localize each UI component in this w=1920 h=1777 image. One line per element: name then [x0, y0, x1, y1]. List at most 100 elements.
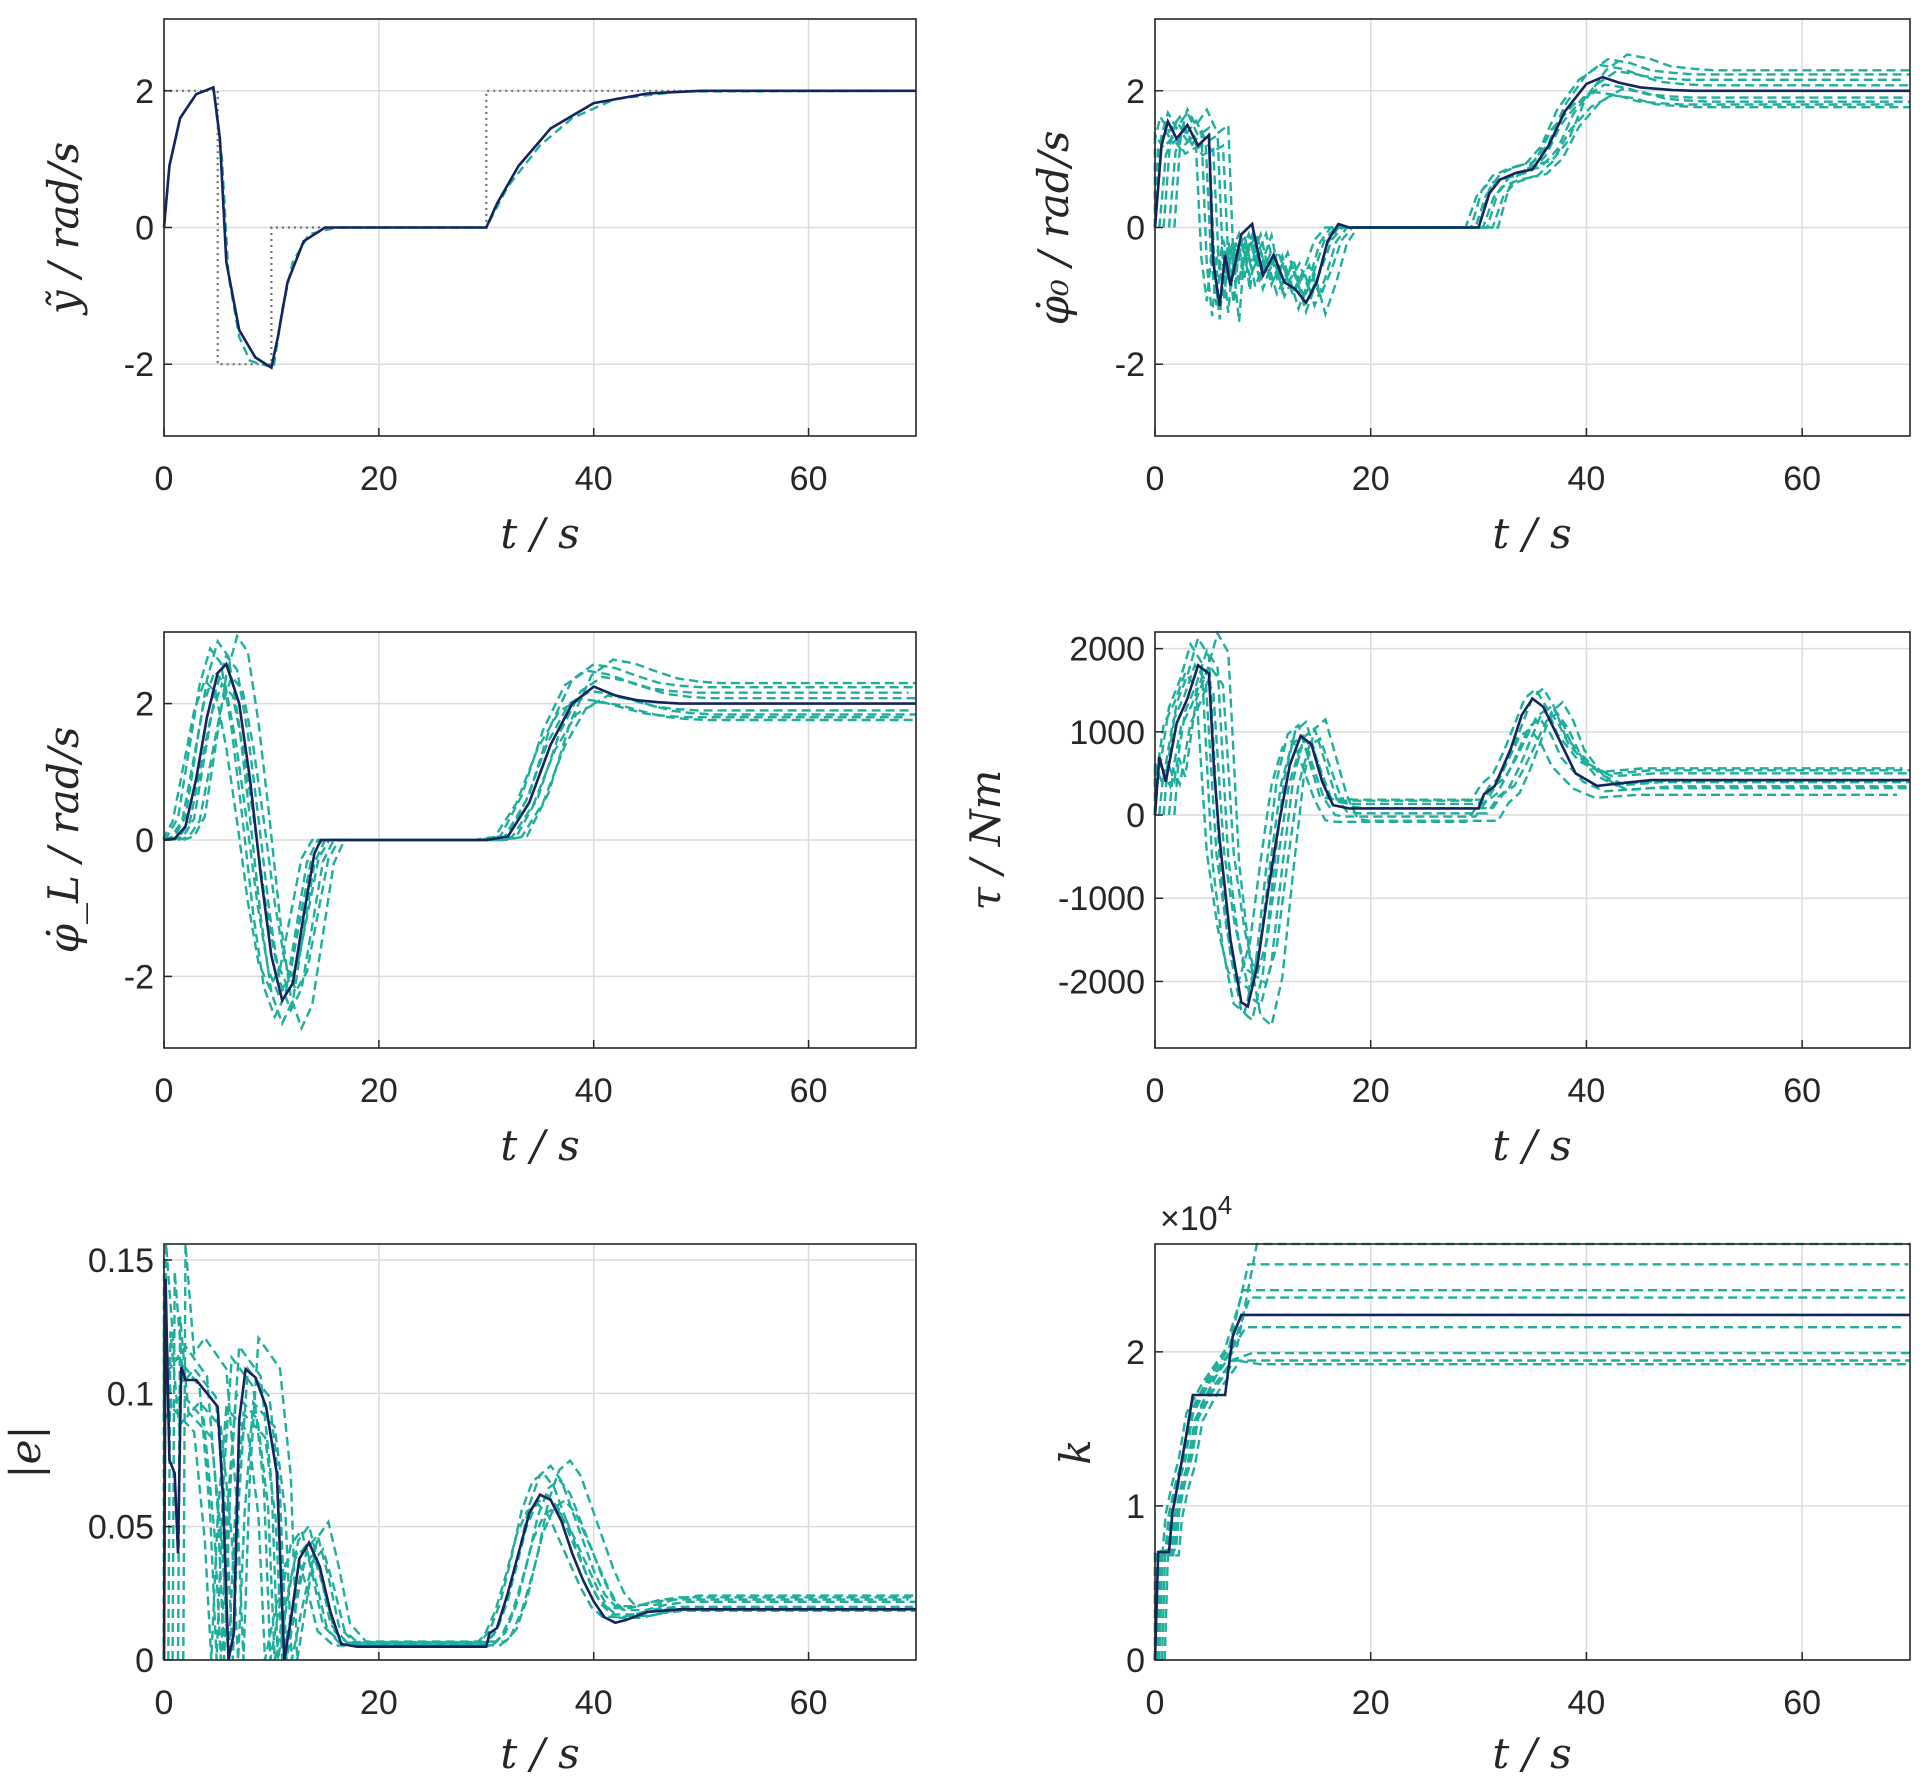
variant-series-line: [167, 1331, 916, 1661]
variant-series-line: [1153, 662, 1907, 991]
x-tick-label: 20: [1352, 460, 1390, 498]
plot-frame: [1154, 1243, 1911, 1661]
plot-frame: [1154, 631, 1911, 1049]
x-tick-label: 0: [155, 460, 174, 498]
y-tick-label: 0.15: [88, 1242, 154, 1280]
y-tick-label: 0: [135, 1642, 154, 1680]
y-tick-label: 0.05: [88, 1509, 154, 1547]
y-tick-label: -1000: [1058, 880, 1145, 918]
x-tick-label: 60: [790, 1072, 828, 1110]
x-axis-label: t / s: [1492, 1729, 1571, 1777]
x-tick-label: 20: [360, 1684, 398, 1722]
main-series-line: [162, 85, 916, 370]
variant-series-line: [1173, 53, 1910, 322]
panel-tau: 0 20 40 60 -2000 -1000 0 1000 2000 t / s τ / Nm: [961, 630, 1911, 1170]
x-axis-label: t / s: [1492, 1121, 1571, 1170]
y-tick-label: 2: [1126, 73, 1145, 111]
variant-series-line: [1158, 1359, 1910, 1661]
panel-gain-k: 0 20 40 60 0 1 2 t / s k ×104: [1051, 1190, 1911, 1777]
y-axis-label: φ̇_L / rad/s: [39, 727, 88, 954]
x-tick-label: 0: [1146, 460, 1165, 498]
x-axis-label: t / s: [1492, 509, 1571, 558]
variant-series-line: [1153, 1289, 1904, 1660]
panel-phi0-dot: 0 20 40 60 -2 0 2 t / s φ̇₀ / rad/s: [1029, 18, 1911, 558]
y-tick-label: -2000: [1058, 963, 1145, 1001]
variant-series-line: [1153, 634, 1910, 1023]
variant-series-line: [1153, 1263, 1909, 1661]
y-tick-label: 0: [135, 210, 154, 248]
y-tick-label: 2000: [1069, 631, 1145, 669]
y-axis-label: τ / Nm: [961, 770, 1010, 911]
variant-series-line: [171, 1271, 916, 1661]
x-tick-label: 60: [1783, 1072, 1821, 1110]
x-tick-label: 20: [1352, 1072, 1390, 1110]
variant-series-line: [1153, 90, 1898, 302]
variant-series-line: [1162, 647, 1910, 1008]
x-tick-label: 40: [575, 460, 613, 498]
variant-series-line: [1167, 87, 1910, 304]
x-tick-label: 40: [575, 1072, 613, 1110]
y-tick-label: 0.1: [107, 1375, 154, 1413]
variant-series-line: [162, 1324, 904, 1661]
x-tick-label: 40: [1568, 1684, 1606, 1722]
y-axis-label: |e|: [1, 1425, 50, 1478]
main-series-line: [163, 661, 916, 1004]
y-axis-label: φ̇₀ / rad/s: [1029, 131, 1078, 326]
variant-series-line: [182, 1243, 916, 1661]
variant-series-line: [1153, 1326, 1907, 1660]
y-tick-label: 2: [1126, 1334, 1145, 1372]
variant-series-line: [163, 669, 913, 999]
x-tick-label: 60: [790, 460, 828, 498]
y-tick-label: 0: [1126, 797, 1145, 835]
y-tick-label: 2: [135, 73, 154, 111]
x-tick-label: 60: [1783, 460, 1821, 498]
y-tick-label: -2: [124, 346, 154, 384]
y-tick-label: 2: [135, 686, 154, 724]
x-tick-label: 60: [790, 1684, 828, 1722]
panel-error: 0 20 40 60 0 0.05 0.1 0.15 t / s |e|: [1, 1242, 917, 1777]
x-tick-label: 20: [360, 460, 398, 498]
variant-series-line: [1162, 69, 1910, 313]
y-axis-label: ỹ / rad/s: [39, 142, 88, 316]
variant-series-line: [167, 681, 916, 987]
y-tick-label: 0: [1126, 210, 1145, 248]
variant-series-line: [182, 633, 916, 1032]
exponent-label: ×104: [1160, 1190, 1232, 1238]
variant-series-line: [162, 678, 904, 990]
x-axis-label: t / s: [500, 509, 579, 558]
x-tick-label: 0: [1146, 1684, 1165, 1722]
x-tick-label: 40: [575, 1684, 613, 1722]
variant-series-line: [1158, 93, 1910, 300]
main-series-line: [1153, 1313, 1910, 1661]
main-series-line: [162, 1278, 916, 1661]
x-tick-label: 60: [1783, 1684, 1821, 1722]
y-tick-label: 1000: [1069, 714, 1145, 752]
y-tick-label: -2: [1115, 346, 1145, 384]
x-tick-label: 0: [155, 1072, 174, 1110]
variant-series-line: [1153, 57, 1910, 320]
x-tick-label: 0: [1146, 1072, 1165, 1110]
x-axis-label: t / s: [500, 1121, 579, 1170]
y-tick-label: -2: [124, 958, 154, 996]
x-tick-label: 20: [360, 1072, 398, 1110]
reference-series-line: [164, 89, 916, 366]
variant-series-line: [162, 1256, 909, 1661]
variant-series-line: [1173, 630, 1910, 1028]
plot-frame: [163, 1243, 917, 1661]
x-tick-label: 0: [155, 1684, 174, 1722]
x-tick-label: 40: [1568, 1072, 1606, 1110]
y-tick-label: 1: [1126, 1488, 1145, 1526]
variant-series-line: [1160, 1242, 1910, 1661]
variant-series-line: [1153, 670, 1898, 982]
panel-y-tilde: 0 20 40 60 -2 0 2 t / s ỹ / rad/s: [39, 18, 917, 558]
variant-series-line: [163, 638, 916, 1027]
x-tick-label: 20: [1352, 1684, 1390, 1722]
variant-series-line: [163, 645, 909, 1020]
variant-series-line: [176, 1316, 916, 1661]
variant-series-line: [1153, 641, 1903, 1015]
panel-phiL-dot: 0 20 40 60 -2 0 2 t / s φ̇_L / rad/s: [39, 631, 917, 1170]
y-tick-label: 0: [1126, 1642, 1145, 1680]
main-series-line: [1153, 663, 1910, 1009]
y-tick-label: 0: [135, 822, 154, 860]
